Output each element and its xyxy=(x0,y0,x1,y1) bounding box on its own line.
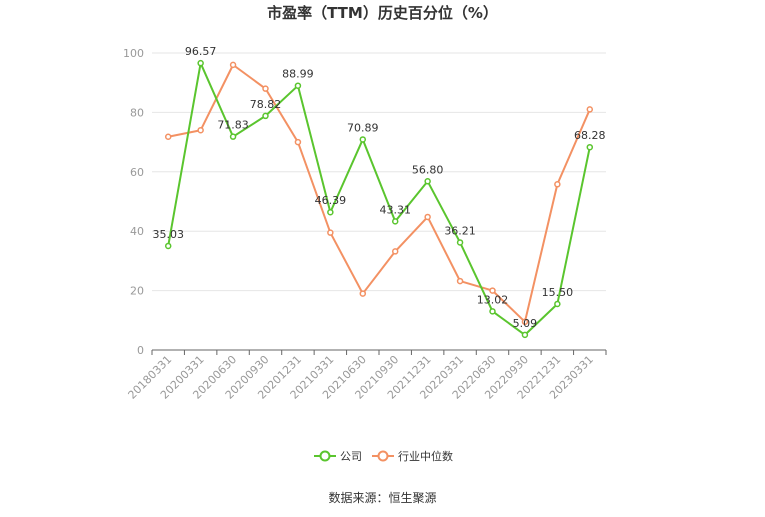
data-label: 46.39 xyxy=(315,194,347,207)
data-point-company xyxy=(294,82,302,89)
data-label: 71.83 xyxy=(217,119,249,132)
grid-lines xyxy=(152,52,606,292)
data-point-company xyxy=(424,178,431,185)
data-point-industry-median xyxy=(554,181,561,188)
data-point-industry-median xyxy=(197,126,204,134)
data-point-company xyxy=(456,239,464,246)
data-point-company xyxy=(586,143,594,151)
data-point-industry-median xyxy=(489,287,496,294)
series-line-company xyxy=(167,62,591,336)
data-point-industry-median xyxy=(424,213,431,221)
data-label: 35.03 xyxy=(152,228,184,241)
x-axis: 2018033120200331202006302020093020201231… xyxy=(126,349,607,402)
data-point-company xyxy=(164,242,172,250)
data-point-company xyxy=(391,218,399,225)
data-point-industry-median xyxy=(456,277,464,285)
data-point-industry-median xyxy=(359,290,367,297)
data-label: 43.31 xyxy=(379,203,411,216)
legend-item-industry-median[interactable]: 行业中位数 xyxy=(372,449,453,463)
data-point-company xyxy=(197,59,204,67)
legend-swatch-marker xyxy=(377,450,389,462)
legend: 公司 行业中位数 xyxy=(314,449,453,463)
data-label: 78.82 xyxy=(250,98,282,111)
data-point-company xyxy=(327,208,334,216)
data-label: 70.89 xyxy=(347,121,379,134)
data-label: 36.21 xyxy=(444,224,476,237)
data-point-company xyxy=(521,331,529,339)
data-point-industry-median xyxy=(164,133,172,141)
data-point-industry-median xyxy=(229,61,237,69)
y-tick-label: 0 xyxy=(137,344,144,357)
data-point-industry-median xyxy=(391,248,399,255)
data-point-company xyxy=(229,133,237,140)
data-label: 68.28 xyxy=(574,129,606,142)
y-tick-label: 60 xyxy=(130,166,144,179)
data-label: 96.57 xyxy=(185,45,217,58)
y-tick-label: 40 xyxy=(130,225,144,238)
chart-title: 市盈率（TTM）历史百分位（%） xyxy=(267,4,498,22)
legend-label: 公司 xyxy=(340,450,362,463)
data-label: 15.50 xyxy=(542,286,574,299)
data-point-industry-median xyxy=(294,138,302,146)
data-point-industry-median xyxy=(521,318,529,326)
y-tick-label: 80 xyxy=(130,106,144,119)
data-label: 13.02 xyxy=(477,293,509,306)
data-label: 88.99 xyxy=(282,68,314,81)
legend-item-company[interactable]: 公司 xyxy=(314,450,362,463)
data-point-industry-median xyxy=(327,229,334,236)
y-tick-label: 100 xyxy=(123,47,144,60)
data-point-industry-median xyxy=(262,85,269,92)
data-point-company xyxy=(262,112,269,120)
data-point-industry-median xyxy=(586,106,594,113)
data-label: 56.80 xyxy=(412,163,444,176)
source-note: 数据来源：恒生聚源 xyxy=(328,491,437,505)
legend-label: 行业中位数 xyxy=(398,449,453,463)
y-tick-label: 20 xyxy=(130,285,144,298)
series-layer xyxy=(164,59,594,339)
data-point-company xyxy=(554,300,561,308)
legend-swatch-marker xyxy=(319,450,331,462)
data-point-company xyxy=(359,136,367,143)
data-label: 5.09 xyxy=(513,317,538,330)
data-point-company xyxy=(489,308,496,315)
series-line-industry-median xyxy=(168,63,591,323)
y-axis: 0 20 40 60 80 100 xyxy=(123,47,144,357)
